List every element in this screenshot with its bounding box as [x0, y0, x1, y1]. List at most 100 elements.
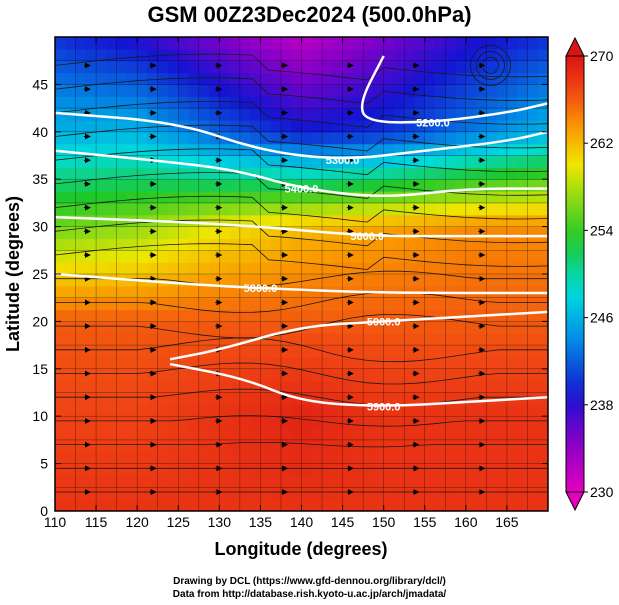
field-cell	[250, 155, 262, 168]
field-cell	[280, 451, 292, 465]
field-cell	[198, 202, 210, 216]
field-cell	[209, 60, 220, 74]
field-cell	[322, 274, 333, 287]
field-cell	[65, 499, 77, 511]
field-cell	[270, 60, 282, 74]
field-cell	[424, 167, 436, 180]
field-cell	[424, 84, 436, 97]
field-cell	[435, 274, 446, 287]
field-cell	[270, 404, 282, 417]
field-cell	[178, 475, 190, 488]
y-tick-label: 25	[32, 266, 48, 282]
field-cell	[445, 167, 457, 180]
field-cell	[96, 356, 107, 370]
field-cell	[383, 37, 395, 50]
field-cell	[55, 202, 66, 216]
field-cell	[363, 463, 374, 477]
field-cell	[126, 309, 138, 322]
field-cell	[424, 404, 436, 417]
field-cell	[301, 72, 313, 85]
field-cell	[96, 202, 107, 216]
field-cell	[393, 84, 405, 97]
field-cell	[455, 321, 467, 334]
field-cell	[106, 202, 118, 216]
field-cell	[332, 345, 344, 358]
field-cell	[527, 108, 539, 121]
field-cell	[496, 451, 508, 465]
field-cell	[465, 226, 477, 240]
field-cell	[445, 250, 457, 263]
field-cell	[147, 392, 159, 405]
field-cell	[527, 72, 539, 85]
field-cell	[209, 238, 220, 251]
field-cell	[435, 309, 446, 322]
field-cell	[445, 392, 457, 405]
field-cell	[188, 214, 200, 228]
field-cell	[65, 131, 77, 145]
contour-label: 5900.0	[367, 402, 401, 414]
field-cell	[455, 297, 467, 311]
field-cell	[291, 72, 303, 85]
field-cell	[229, 309, 241, 322]
field-cell	[332, 108, 344, 121]
chart-title: GSM 00Z23Dec2024 (500.0hPa)	[147, 2, 472, 27]
field-cell	[157, 380, 169, 394]
field-cell	[435, 96, 446, 109]
field-cell	[147, 451, 159, 465]
field-cell	[311, 37, 323, 50]
field-cell	[229, 238, 241, 251]
field-cell	[393, 428, 405, 441]
field-cell	[496, 214, 508, 228]
field-cell	[537, 131, 548, 145]
field-cell	[209, 404, 220, 417]
field-cell	[537, 439, 548, 453]
field-cell	[393, 131, 405, 145]
field-cell	[496, 428, 508, 441]
field-cell	[537, 356, 548, 370]
field-cell	[178, 143, 190, 157]
field-cell	[404, 108, 416, 121]
field-cell	[157, 84, 169, 97]
field-cell	[363, 368, 374, 382]
field-cell	[55, 250, 66, 263]
field-cell	[414, 356, 426, 370]
field-cell	[393, 356, 405, 370]
field-cell	[465, 333, 477, 346]
field-cell	[137, 84, 149, 97]
field-cell	[116, 202, 128, 216]
field-cell	[291, 499, 303, 511]
field-cell	[517, 179, 529, 192]
field-cell	[455, 96, 467, 109]
field-cell	[147, 108, 159, 121]
field-cell	[147, 250, 159, 263]
field-cell	[311, 487, 323, 500]
field-cell	[393, 214, 405, 228]
field-cell	[209, 167, 220, 180]
field-cell	[322, 499, 333, 511]
field-cell	[75, 60, 87, 74]
field-cell	[250, 428, 262, 441]
field-cell	[465, 428, 477, 441]
field-cell	[198, 84, 210, 97]
field-cell	[373, 368, 385, 382]
field-cell	[527, 48, 539, 62]
field-cell	[270, 167, 282, 180]
field-cell	[435, 297, 446, 311]
field-cell	[322, 345, 333, 358]
field-cell	[363, 60, 374, 74]
field-cell	[301, 404, 313, 417]
field-cell	[393, 238, 405, 251]
field-cell	[445, 321, 457, 334]
field-cell	[352, 356, 364, 370]
colorbar-tick-label: 270	[590, 48, 614, 64]
field-cell	[167, 202, 179, 216]
field-cell	[455, 37, 467, 50]
field-cell	[167, 333, 179, 346]
field-cell	[270, 48, 282, 62]
field-cell	[301, 60, 313, 74]
field-cell	[270, 96, 282, 109]
field-cell	[506, 60, 518, 74]
field-cell	[496, 356, 508, 370]
field-cell	[85, 463, 97, 477]
